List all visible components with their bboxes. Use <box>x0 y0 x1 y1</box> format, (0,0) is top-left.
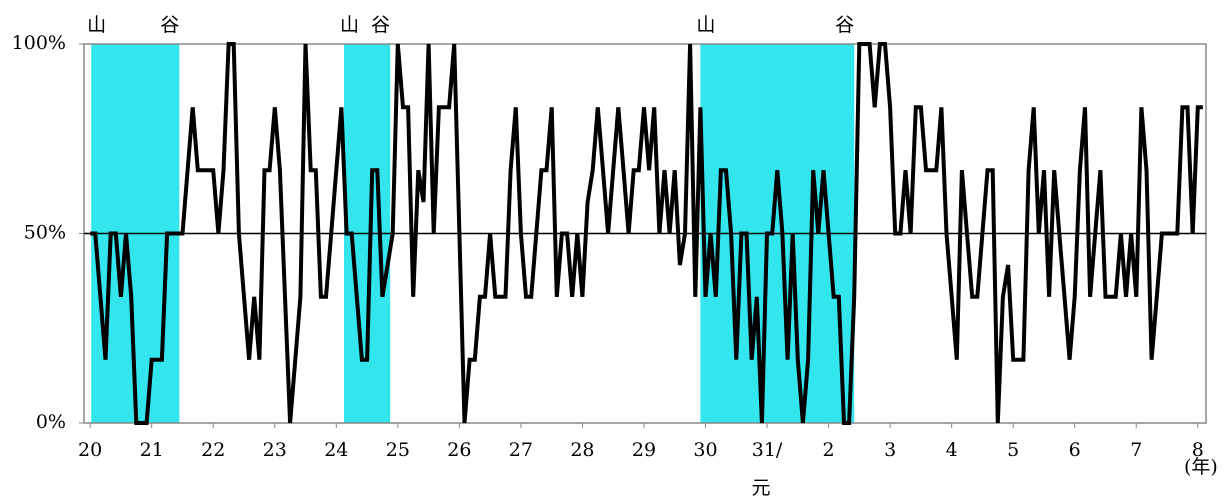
x-tick-label: 23 <box>263 439 287 461</box>
trough-label: 谷 <box>160 14 179 36</box>
x-tick-label: 3 <box>884 439 896 461</box>
y-tick-label: 0% <box>36 411 66 433</box>
x-tick-label: 28 <box>570 439 594 461</box>
y-tick-label: 50% <box>24 222 66 244</box>
x-tick-label: 22 <box>201 439 225 461</box>
peak-label: 山 <box>696 14 715 36</box>
x-tick-label: 24 <box>324 439 348 461</box>
x-tick-label: 27 <box>509 439 533 461</box>
x-tick-label: 25 <box>386 439 410 461</box>
trough-label: 谷 <box>371 14 390 36</box>
x-tick-label: 5 <box>1007 439 1019 461</box>
trough-label: 谷 <box>835 14 854 36</box>
x-tick-label: 30 <box>693 439 717 461</box>
x-tick-label-line: 31/ <box>752 439 783 461</box>
peak-label: 山 <box>340 14 359 36</box>
x-tick-label-line: 元 <box>752 477 771 499</box>
peak-label: 山 <box>87 14 106 36</box>
x-tick-label: 31/元 <box>752 439 783 499</box>
x-tick-label: 21 <box>140 439 164 461</box>
x-tick-label: 8 <box>1192 439 1204 461</box>
di-line <box>90 42 1203 425</box>
y-tick-label: 100% <box>12 32 66 54</box>
x-tick-label: 29 <box>632 439 656 461</box>
x-tick-label: 26 <box>447 439 471 461</box>
x-tick-label: 6 <box>1069 439 1081 461</box>
x-unit-label: (年) <box>1184 456 1218 478</box>
x-tick-label: 2 <box>823 439 835 461</box>
x-tick-label: 4 <box>946 439 958 461</box>
x-tick-label: 20 <box>78 439 102 461</box>
x-tick-label: 7 <box>1130 439 1142 461</box>
